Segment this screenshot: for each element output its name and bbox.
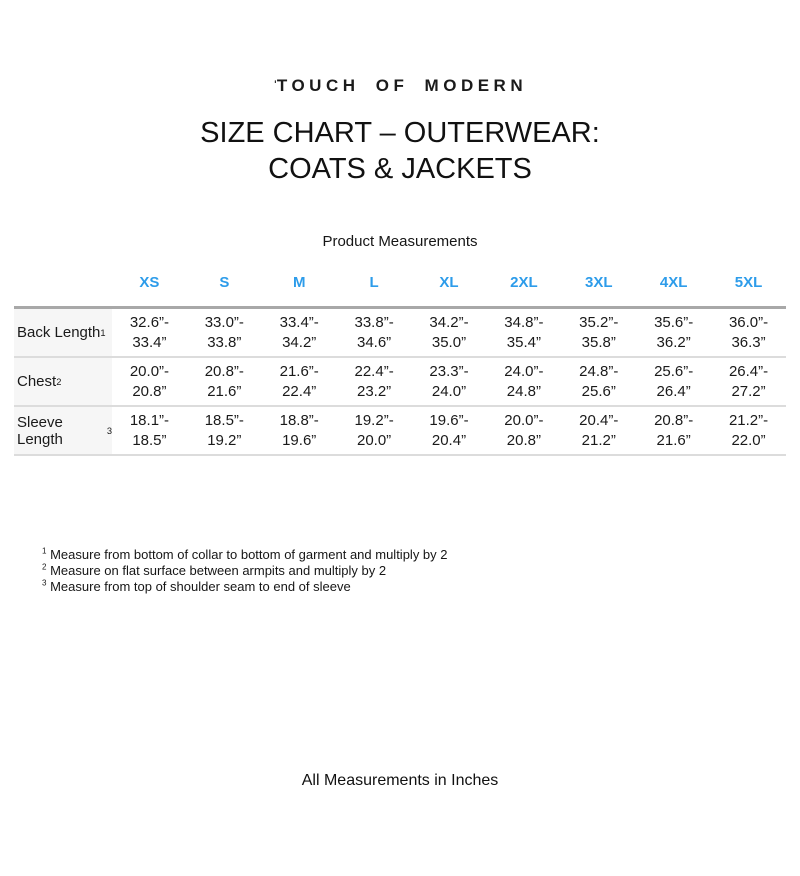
page-title-line1: SIZE CHART – OUTERWEAR:	[200, 117, 600, 149]
measurement-cell: 18.1”- 18.5”	[129, 411, 170, 449]
footnotes: 1 Measure from bottom of collar to botto…	[42, 547, 800, 595]
footnote-line: 3 Measure from top of shoulder seam to e…	[42, 578, 351, 594]
measurement-cell: 33.8”- 34.6”	[354, 313, 394, 351]
section-label: Product Measurements	[322, 233, 478, 250]
page-title: SIZE CHART – OUTERWEAR: COATS & JACKETS	[0, 115, 800, 187]
measurement-cell: 34.8”- 35.4”	[504, 313, 544, 351]
logo-tick-icon: ˈ	[272, 78, 278, 95]
footnote-line: 2 Measure on flat surface between armpit…	[42, 562, 387, 578]
measurement-cell: 25.6”- 26.4”	[654, 362, 694, 400]
measurement-cell: 19.6”- 20.4”	[429, 411, 469, 449]
measurement-cell: 19.2”- 20.0”	[354, 411, 394, 449]
size-column-header: 5XL	[734, 274, 763, 291]
footer-note: All Measurements in Inches	[301, 772, 499, 789]
measurement-cell: 20.4”- 21.2”	[579, 411, 619, 449]
size-column-header: 3XL	[585, 274, 613, 291]
measurement-cell: 24.0”- 24.8”	[504, 362, 544, 400]
size-column-header: L	[369, 274, 379, 291]
measurement-cell: 33.0”- 33.8”	[204, 313, 244, 351]
measurement-cell: 18.8”- 19.6”	[279, 411, 319, 449]
page-title-line2: COATS & JACKETS	[268, 153, 532, 185]
measurement-cell: 36.0”- 36.3”	[728, 313, 769, 351]
size-table-body: Back Length 1 32.6”- 33.4” 33.0”- 33.8” 33.4…	[14, 309, 786, 456]
brand-logo: ˈTOUCH OF MODERN	[0, 76, 800, 96]
measurement-cell: 20.8”- 21.6”	[654, 411, 694, 449]
table-row: Back Length 1 32.6”- 33.4” 33.0”- 33.8” 33.4…	[14, 309, 786, 358]
footnote-line: 1 Measure from bottom of collar to botto…	[42, 546, 448, 562]
row-label: Chest 2	[14, 358, 112, 405]
size-column-header: 2XL	[510, 274, 538, 291]
size-header-row: XS S M L XL 2XL 3XL 4XL 5XL	[14, 271, 786, 309]
measurement-cell: 21.6”- 22.4”	[279, 362, 319, 400]
measurement-cell: 18.5”- 19.2”	[204, 411, 244, 449]
corner-cell	[14, 271, 112, 306]
brand-logo-text: TOUCH OF MODERN	[276, 76, 528, 95]
size-column-header: 4XL	[659, 274, 688, 291]
measurement-cell: 22.4”- 23.2”	[354, 362, 394, 400]
row-label: Back Length 1	[14, 309, 112, 356]
measurement-cell: 23.3”- 24.0”	[429, 362, 469, 400]
footnote-marker: 2	[42, 562, 47, 572]
table-row: Chest 2 20.0”- 20.8” 20.8”- 21.6” 21.6”- 22.…	[14, 358, 786, 407]
size-column-header: XL	[439, 274, 459, 291]
measurement-cell: 35.2”- 35.8”	[579, 313, 619, 351]
measurement-cell: 20.8”- 21.6”	[204, 362, 244, 400]
measurement-cell: 33.4”- 34.2”	[279, 313, 319, 351]
measurement-cell: 34.2”- 35.0”	[429, 313, 469, 351]
measurement-cell: 20.0”- 20.8”	[504, 411, 544, 449]
size-column-header: M	[292, 274, 306, 291]
measurement-cell: 32.6”- 33.4”	[129, 313, 170, 351]
measurement-cell: 24.8”- 25.6”	[579, 362, 619, 400]
size-column-header: XS	[139, 274, 160, 291]
footnote-marker: 3	[42, 578, 47, 588]
measurement-cell: 21.2”- 22.0”	[728, 411, 769, 449]
size-table: XS S M L XL 2XL 3XL 4XL 5XL Back Length 1 32.6”- 3…	[14, 271, 786, 456]
table-row: Sleeve Length 3 18.1”- 18.5” 18.5”- 19.2” 18…	[14, 407, 786, 456]
footnote-marker: 1	[42, 546, 47, 556]
row-label: Sleeve Length 3	[14, 407, 112, 454]
size-column-header: S	[219, 274, 230, 291]
measurement-cell: 26.4”- 27.2”	[728, 362, 769, 400]
measurement-cell: 20.0”- 20.8”	[129, 362, 170, 400]
measurement-cell: 35.6”- 36.2”	[654, 313, 694, 351]
